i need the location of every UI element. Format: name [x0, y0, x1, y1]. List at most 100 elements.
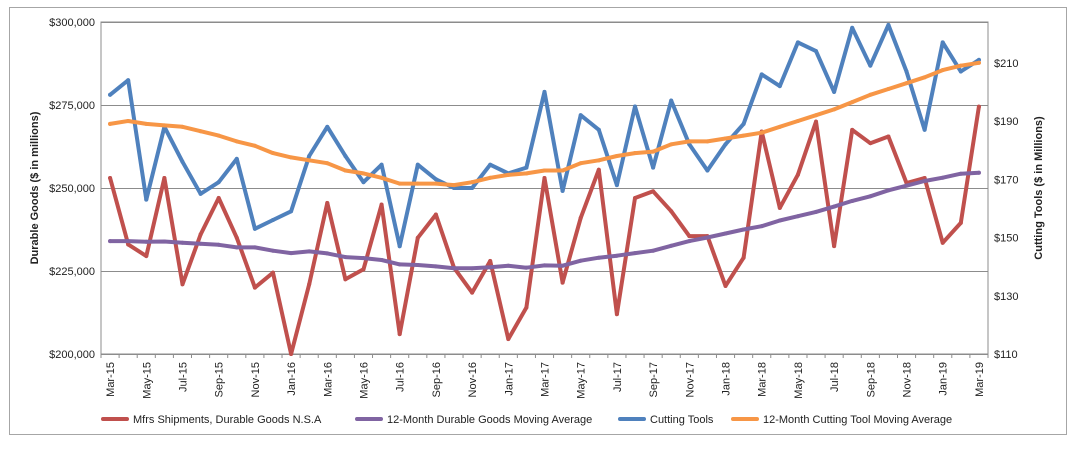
data-point-4 [470, 180, 475, 185]
data-point-2 [940, 175, 945, 180]
data-point-2 [904, 183, 909, 188]
data-point-1 [741, 255, 746, 260]
data-point-1 [488, 259, 493, 264]
data-point-1 [433, 212, 438, 217]
left-tick-label: $275,000 [49, 100, 95, 112]
x-tick-label: Mar-18 [757, 362, 769, 397]
data-point-3 [705, 168, 710, 173]
data-point-2 [126, 239, 131, 244]
data-point-4 [397, 181, 402, 186]
data-point-4 [940, 68, 945, 73]
right-axis-ticks: $110 $130 $150 $170 $190 $210 [994, 58, 1018, 361]
data-point-3 [723, 142, 728, 147]
data-point-4 [252, 143, 257, 148]
data-point-1 [470, 290, 475, 295]
x-tick-label: Jan-18 [721, 362, 733, 396]
x-tick-label: May-16 [358, 362, 370, 399]
data-point-3 [633, 104, 638, 109]
data-point-3 [270, 218, 275, 223]
data-point-1 [850, 127, 855, 132]
data-point-4 [669, 142, 674, 147]
data-point-2 [488, 265, 493, 270]
data-point-4 [596, 158, 601, 163]
data-point-4 [687, 139, 692, 144]
data-point-1 [307, 282, 312, 287]
data-point-1 [723, 283, 728, 288]
data-point-3 [415, 162, 420, 167]
data-point-2 [506, 263, 511, 268]
data-point-3 [886, 22, 891, 27]
data-point-4 [506, 172, 511, 177]
data-point-2 [976, 170, 981, 175]
data-point-1 [940, 240, 945, 245]
data-point-4 [832, 107, 837, 112]
data-point-3 [940, 40, 945, 45]
data-point-1 [524, 305, 529, 310]
data-point-4 [560, 168, 565, 173]
x-tick-label: Mar-19 [974, 362, 986, 397]
data-point-3 [814, 49, 819, 54]
left-axis-ticks: $200,000 $225,000 $250,000 $275,000 $300,000 [49, 17, 95, 361]
data-point-2 [433, 264, 438, 269]
data-point-3 [144, 197, 149, 202]
data-point-1 [379, 202, 384, 207]
right-axis-title: Cutting Tools ($ in Millions) [1033, 116, 1045, 260]
data-point-2 [759, 224, 764, 229]
data-point-4 [270, 151, 275, 156]
data-point-4 [614, 153, 619, 158]
data-point-4 [415, 181, 420, 186]
data-point-3 [108, 92, 113, 97]
data-point-3 [126, 78, 131, 83]
data-point-2 [542, 263, 547, 268]
data-point-2 [144, 239, 149, 244]
data-point-4 [234, 139, 239, 144]
data-point-1 [325, 200, 330, 205]
data-point-3 [560, 188, 565, 193]
data-point-3 [904, 69, 909, 74]
plot-area-border [100, 21, 989, 355]
data-point-2 [252, 245, 257, 250]
legend: Mfrs Shipments, Durable Goods N.S.A 12-Mo… [101, 414, 952, 426]
data-point-1 [795, 172, 800, 177]
x-tick-label: Nov-17 [684, 362, 696, 397]
data-point-2 [180, 240, 185, 245]
data-point-2 [524, 265, 529, 270]
x-tick-label: May-17 [576, 362, 588, 399]
data-point-3 [795, 40, 800, 45]
left-axis-title: Durable Goods ($ in millions) [29, 111, 41, 264]
data-point-1 [180, 282, 185, 287]
data-point-2 [868, 194, 873, 199]
data-point-4 [524, 171, 529, 176]
data-point-3 [759, 72, 764, 77]
data-point-3 [361, 180, 366, 185]
data-point-2 [958, 171, 963, 176]
x-tick-label: Sep-18 [865, 362, 877, 397]
data-point-1 [832, 244, 837, 249]
data-point-4 [307, 158, 312, 163]
data-point-4 [198, 129, 203, 134]
data-point-2 [596, 255, 601, 260]
data-point-1 [361, 267, 366, 272]
x-tick-label: Mar-15 [105, 362, 117, 397]
data-point-4 [126, 119, 131, 124]
data-point-3 [343, 153, 348, 158]
data-point-1 [144, 254, 149, 259]
series-lines [108, 22, 981, 356]
right-tick-label: $130 [994, 291, 1018, 303]
data-point-2 [289, 251, 294, 256]
data-point-2 [162, 239, 167, 244]
data-point-1 [198, 232, 203, 237]
data-point-4 [162, 123, 167, 128]
data-point-1 [343, 277, 348, 282]
data-point-3 [470, 186, 475, 190]
data-point-1 [216, 195, 221, 200]
data-point-3 [307, 153, 312, 158]
x-tick-label: Sep-17 [648, 362, 660, 397]
data-point-3 [252, 226, 257, 231]
data-point-1 [270, 270, 275, 275]
data-point-3 [651, 165, 656, 170]
data-point-4 [578, 161, 583, 166]
data-point-2 [198, 241, 203, 246]
data-point-1 [397, 332, 402, 337]
data-point-3 [198, 191, 203, 196]
